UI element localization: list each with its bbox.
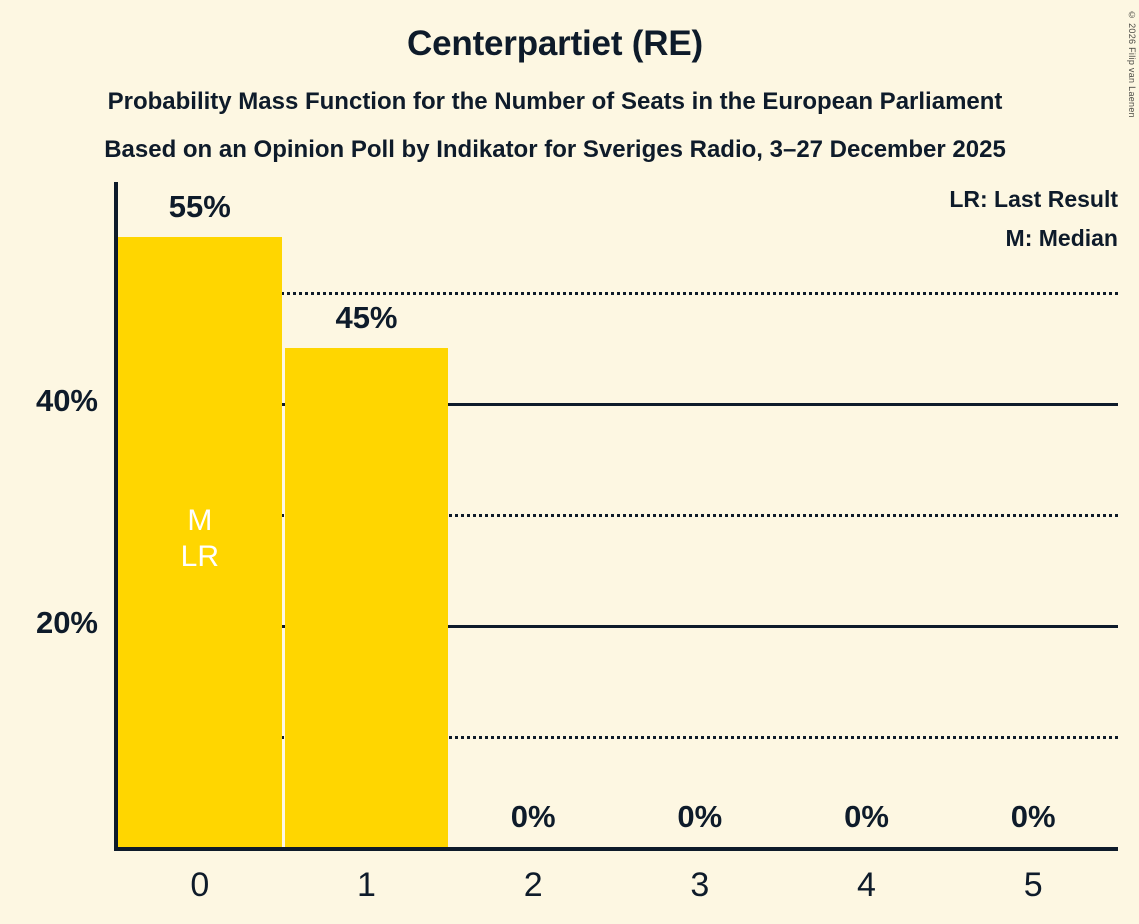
page-title: Centerpartiet (RE) (407, 24, 703, 63)
x-axis-tick-5: 5 (1023, 866, 1043, 904)
gridline-20pct (118, 625, 1118, 628)
bar-value-label-2: 0% (510, 799, 556, 834)
legend-last-result: LR: Last Result (949, 186, 1118, 212)
bar-marker-median-last-result: M LR (118, 503, 282, 576)
y-axis-tick-40pct: 40% (35, 383, 98, 418)
x-axis-tick-1: 1 (357, 866, 376, 904)
legend-median: M: Median (1005, 225, 1118, 251)
bar-seats-1 (284, 347, 449, 847)
chart-subtitle-primary: Probability Mass Function for the Number… (107, 88, 1003, 115)
last-result-marker: LR (180, 540, 219, 574)
bar-value-label-1: 45% (335, 299, 398, 335)
y-axis-tick-20pct: 20% (35, 605, 98, 640)
bar-value-label-3: 0% (677, 799, 723, 834)
plot-area (118, 182, 1118, 847)
y-axis-line (114, 182, 118, 847)
gridline-40pct (118, 403, 1118, 406)
gridline-50pct (118, 292, 1118, 295)
gridline-10pct (118, 736, 1118, 739)
chart-subtitle-secondary: Based on an Opinion Poll by Indikator fo… (104, 136, 1006, 163)
copyright-notice: © 2026 Filip van Laenen (1127, 10, 1137, 118)
gridline-30pct (118, 514, 1118, 517)
x-axis-tick-4: 4 (857, 866, 876, 904)
x-axis-tick-0: 0 (190, 866, 210, 904)
x-axis-tick-2: 2 (523, 866, 543, 904)
bar-value-label-4: 0% (844, 799, 889, 834)
bar-value-label-0: 55% (168, 188, 231, 224)
median-marker: M (187, 503, 213, 537)
bar-value-label-5: 0% (1010, 799, 1056, 834)
x-axis-tick-3: 3 (690, 866, 710, 904)
bar-seats-0 (118, 236, 282, 847)
x-axis-line (114, 847, 1118, 851)
